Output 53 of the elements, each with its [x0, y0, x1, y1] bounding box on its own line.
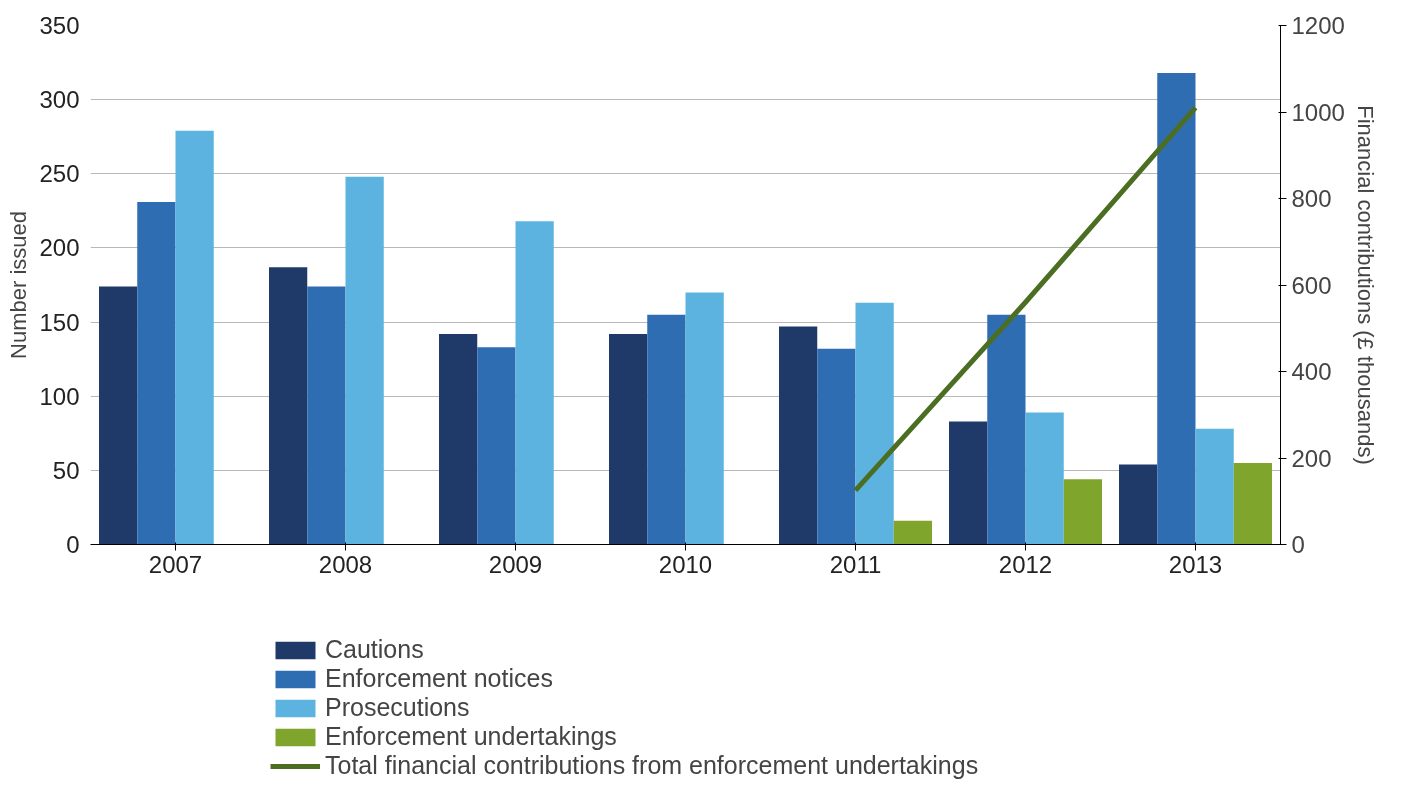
bar	[1025, 412, 1064, 545]
bar	[345, 176, 384, 545]
bar	[477, 347, 516, 545]
x-tick-label: 2011	[829, 550, 882, 578]
bar	[817, 348, 856, 545]
bar	[855, 302, 894, 545]
bar	[987, 314, 1026, 545]
y-tick-label: 350	[39, 12, 80, 39]
bar	[1119, 464, 1158, 545]
y2-tick-label: 1200	[1291, 12, 1345, 39]
x-tick-label: 2008	[318, 550, 373, 578]
y2-axis-title: Financial contributions (£ thousands)	[1352, 105, 1378, 465]
x-tick-label: 2010	[658, 550, 713, 578]
bar	[647, 314, 686, 545]
y2-tick-label: 400	[1291, 358, 1332, 385]
legend-label: Enforcement notices	[325, 664, 553, 693]
x-tick-label: 2007	[148, 550, 203, 578]
y-tick-label: 50	[52, 456, 80, 484]
legend-label: Cautions	[325, 635, 424, 664]
bar	[1195, 428, 1234, 545]
bar	[779, 326, 818, 545]
y-tick-label: 100	[39, 382, 80, 410]
y-tick-label: 200	[39, 234, 80, 262]
x-tick-label: 2012	[998, 550, 1053, 578]
bar	[1233, 462, 1272, 545]
y-tick-label: 150	[39, 308, 80, 336]
bar	[1063, 479, 1102, 545]
bar	[1157, 72, 1196, 545]
y-tick-label: 250	[39, 160, 80, 188]
y-axis-title: Number issued	[6, 211, 32, 359]
y2-tick-label: 800	[1291, 185, 1332, 212]
legend-label: Total financial contributions from enforcement undertakings	[325, 751, 979, 780]
y2-tick-label: 200	[1291, 444, 1332, 472]
bar	[439, 333, 478, 545]
legend-label: Enforcement undertakings	[325, 722, 617, 751]
bar	[609, 333, 648, 545]
bar	[949, 421, 988, 545]
legend-label: Prosecutions	[325, 693, 470, 722]
x-tick-label: 2013	[1168, 550, 1223, 578]
bar	[99, 286, 138, 545]
bar	[515, 221, 554, 545]
y2-tick-label: 1000	[1291, 98, 1345, 126]
y-tick-label: 300	[39, 86, 80, 114]
bar	[269, 267, 308, 545]
bar	[893, 520, 932, 545]
bar	[175, 130, 214, 545]
y2-tick-label: 0	[1291, 531, 1305, 558]
y2-tick-label: 600	[1291, 271, 1332, 299]
bar	[137, 201, 176, 545]
bar	[307, 286, 346, 545]
y-tick-label: 0	[66, 531, 80, 558]
bar	[685, 292, 724, 545]
x-tick-label: 2009	[488, 550, 543, 578]
